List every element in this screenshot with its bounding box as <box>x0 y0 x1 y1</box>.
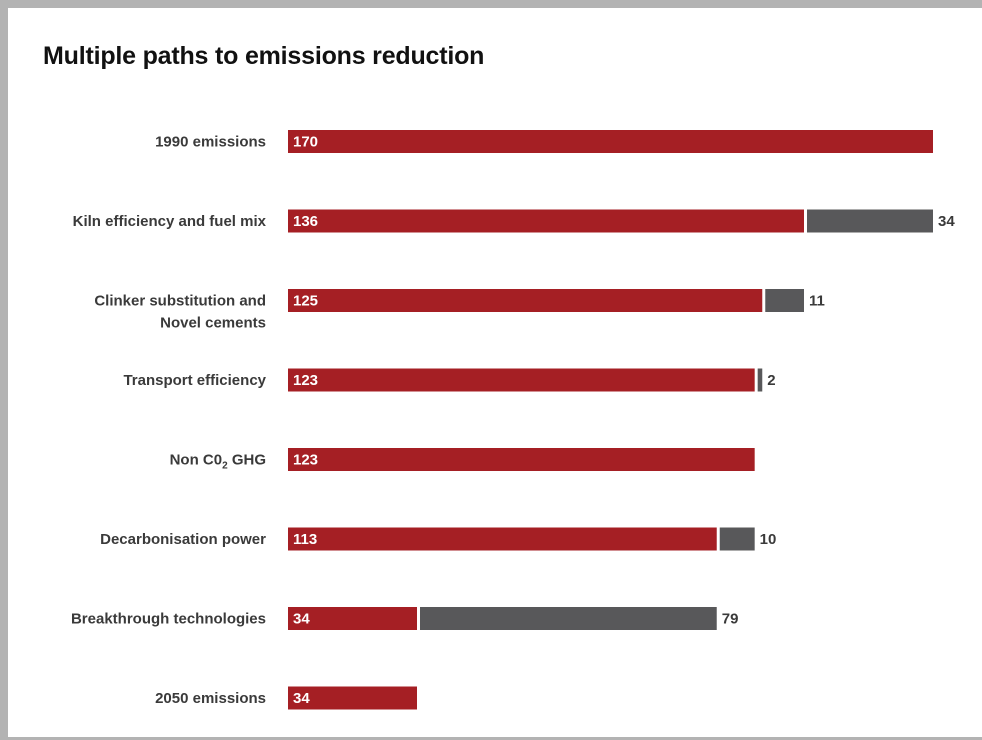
reduction-bar <box>719 527 755 551</box>
base-bar <box>288 686 417 710</box>
reduction-bar <box>420 607 717 630</box>
base-value-label: 34 <box>293 690 310 707</box>
base-bar <box>288 368 755 392</box>
base-value-label: 125 <box>293 293 318 310</box>
reduction-value-label: 10 <box>760 531 777 548</box>
base-value-label: 136 <box>293 213 318 230</box>
base-bar <box>288 130 933 153</box>
reduction-bar <box>807 209 933 233</box>
base-value-label: 123 <box>293 372 318 389</box>
base-value-label: 113 <box>293 531 317 548</box>
category-label: Decarbonisation power <box>100 531 266 548</box>
reduction-value-label: 11 <box>809 293 825 310</box>
category-label: Breakthrough technologies <box>71 611 266 628</box>
base-bar <box>288 607 417 630</box>
base-bar <box>288 209 804 233</box>
reduction-bar <box>765 289 804 312</box>
base-value-label: 34 <box>293 611 310 628</box>
reduction-bar <box>757 368 763 392</box>
reduction-value-label: 2 <box>767 372 775 389</box>
category-label: Clinker substitution and Novel cements <box>94 293 266 332</box>
base-value-label: 170 <box>293 134 318 151</box>
base-bar <box>288 289 763 312</box>
base-value-label: 123 <box>293 452 318 469</box>
category-label: Kiln efficiency and fuel mix <box>73 213 267 230</box>
reduction-value-label: 34 <box>938 213 955 230</box>
category-label: Transport efficiency <box>123 372 266 389</box>
base-bar <box>288 448 755 471</box>
category-label: Non C02 GHG <box>170 452 266 472</box>
chart-title: Multiple paths to emissions reduction <box>43 42 485 70</box>
reduction-value-label: 79 <box>722 611 739 628</box>
base-bar <box>288 527 717 551</box>
category-label: 1990 emissions <box>155 134 266 151</box>
category-label: 2050 emissions <box>155 690 266 707</box>
